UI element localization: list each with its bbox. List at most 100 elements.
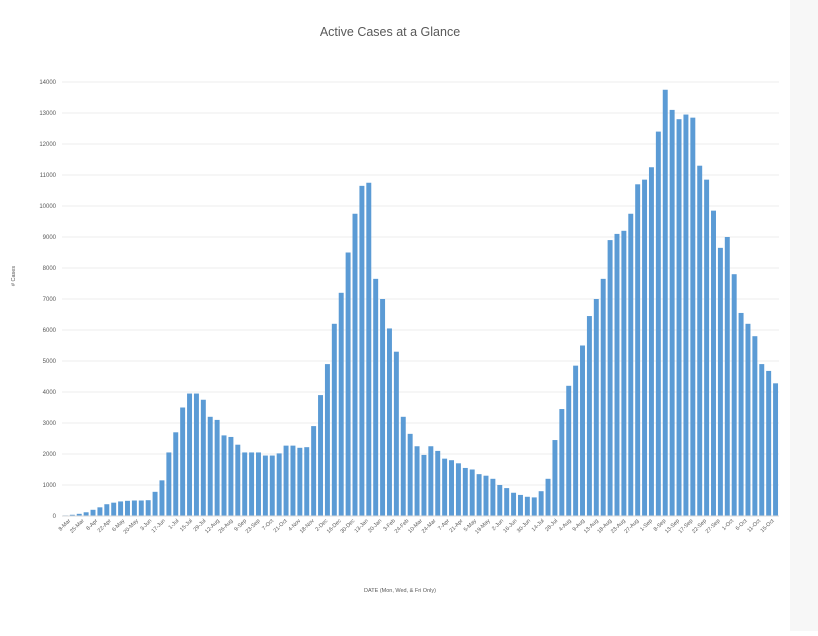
x-tick-label: 21-Apr [449,518,465,534]
x-tick-label: 24-Mar [421,518,438,535]
y-axis-tick-labels: 0 1000 2000 3000 4000 5000 6000 7000 8000 9000 100… [39,80,56,520]
x-tick-label: 27-Sep [705,518,722,535]
bar [731,274,737,516]
bar [738,312,744,516]
chart-title: Active Cases at a Glance [320,25,460,39]
x-tick-label: 25-Mar [69,518,86,535]
bar [435,450,441,516]
bar [138,500,144,516]
bar [517,494,523,516]
bar [724,237,730,516]
bar [552,440,558,516]
x-tick-label: 1-Sep [639,518,654,533]
bar [711,210,716,516]
bar [717,247,723,516]
bar [269,455,275,516]
bar [586,316,592,516]
bar [393,351,399,516]
bar [400,416,406,516]
bar [318,395,324,516]
bar [159,480,165,516]
bar [773,383,779,516]
bar [580,345,585,516]
bar [628,213,634,516]
bar [228,436,234,516]
bar [600,278,606,516]
y-tick-label: 12000 [39,142,56,148]
bar [249,452,255,516]
y-tick-label: 6000 [43,328,57,334]
bar [111,502,117,516]
x-tick-label: 20-May [123,518,140,535]
bar [662,89,668,516]
bar [324,364,330,516]
x-axis-label: DATE (Mon, Wed, & Fri Only) [364,588,436,594]
bar [683,114,689,517]
bar [283,445,289,516]
y-tick-label: 5000 [43,359,57,365]
bar [83,512,89,516]
bar [352,213,358,516]
bar [173,432,179,516]
bar [669,109,675,517]
y-axis-label: # Cases [11,266,17,286]
bar [90,509,96,516]
bars [62,89,779,517]
bar [180,407,186,516]
bar [338,292,344,516]
x-tick-label: 19-May [474,518,491,535]
bar [648,167,654,516]
bar [380,299,386,516]
bar [242,452,248,516]
bar [490,478,496,516]
x-tick-label: 22-Apr [97,518,113,534]
bar [69,514,75,516]
x-tick-label: 16-Jun [502,518,518,534]
bar [366,182,372,516]
gridlines [62,81,779,486]
bar [766,370,772,516]
bar [276,453,282,516]
y-tick-label: 10000 [39,204,56,210]
y-tick-label: 4000 [43,390,57,396]
bar [752,336,758,516]
bar [207,416,213,516]
bar [635,184,641,517]
bar [131,500,137,516]
bar [256,452,261,516]
bar [524,496,530,516]
y-tick-label: 2000 [43,452,57,458]
x-tick-label: 13-Jan [354,518,370,534]
bar [621,230,627,517]
bar [504,488,510,516]
x-tick-label: 26-Aug [218,518,235,535]
bar [373,278,379,516]
bar [421,454,427,516]
y-tick-label: 0 [53,514,57,520]
chart-container: Active Cases at a Glance 0 1000 2000 3000 40… [11,25,779,594]
y-tick-label: 11000 [40,173,57,179]
y-tick-label: 8000 [43,266,57,272]
right-margin-strip [790,0,818,631]
y-tick-label: 3000 [43,421,57,427]
y-tick-label: 14000 [39,80,56,86]
bar [262,455,268,516]
x-tick-label: 30-Jun [516,518,532,534]
bar [414,446,420,516]
bar [311,426,317,516]
bar [428,446,434,516]
bar [290,445,296,516]
bar [297,447,303,516]
x-tick-label: 14-Jul [531,518,546,533]
x-tick-label: 28-Jul [544,518,559,533]
bar [573,365,579,516]
bar [118,501,124,516]
bar [221,435,227,516]
bar [593,299,599,516]
bar [614,233,620,516]
y-tick-label: 13000 [39,111,56,117]
x-tick-label: 17-Jun [151,518,167,534]
bar [455,463,461,516]
bar [538,491,544,516]
